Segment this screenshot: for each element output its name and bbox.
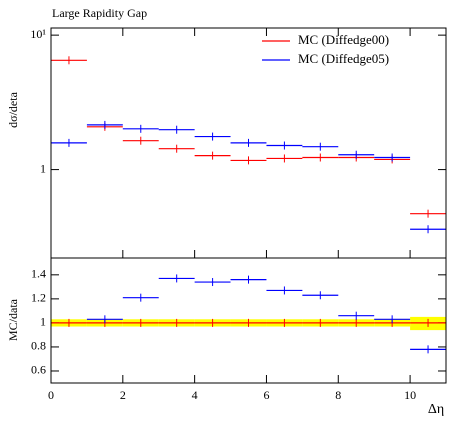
y-tick-label: 10¹ — [30, 27, 46, 41]
y-tick-label: 1 — [40, 315, 46, 329]
x-axis-label: Δη — [428, 402, 444, 417]
plot-frame — [50, 257, 447, 384]
x-tick-label: 6 — [263, 388, 269, 402]
y-axis-label: dσ/deta — [6, 91, 20, 127]
x-tick-label: 10 — [404, 388, 416, 402]
x-tick-label: 8 — [335, 388, 341, 402]
legend-label: MC (Diffedge05) — [298, 51, 389, 66]
chart-title: Large Rapidity Gap — [52, 6, 147, 20]
y-tick-label: 1 — [40, 161, 46, 175]
legend-label: MC (Diffedge00) — [298, 32, 389, 47]
y-tick-label: 0.8 — [31, 339, 46, 353]
y-tick-label: 0.6 — [31, 363, 46, 377]
x-tick-label: 0 — [48, 388, 54, 402]
y-tick-label: 1.2 — [31, 291, 46, 305]
x-tick-label: 4 — [192, 388, 198, 402]
y-axis-label: MC/data — [6, 298, 20, 341]
y-tick-label: 1.4 — [31, 267, 46, 281]
x-tick-label: 2 — [120, 388, 126, 402]
